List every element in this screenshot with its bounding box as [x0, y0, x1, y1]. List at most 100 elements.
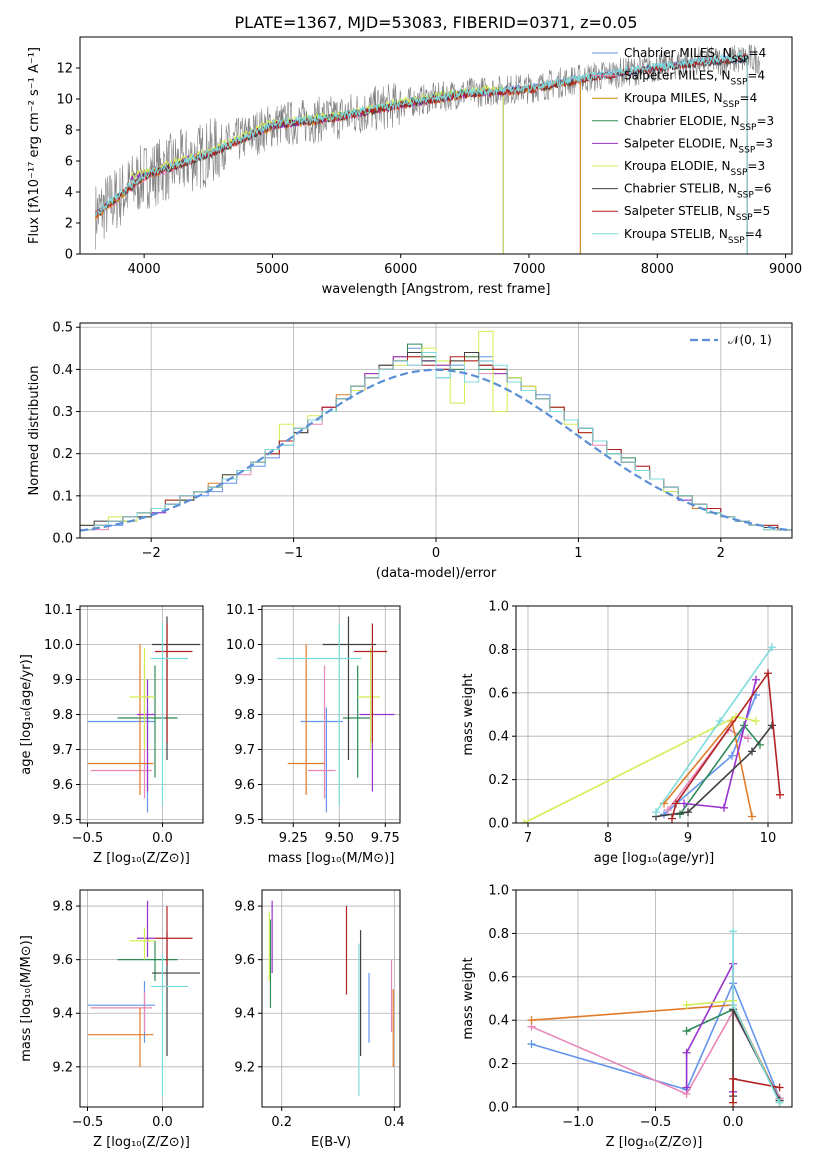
y-axis-label: mass weight — [461, 957, 476, 1039]
y-tick-label-5: 0.5 — [52, 321, 73, 336]
x-axis-label: wavelength [Angstrom, rest frame] — [322, 282, 551, 297]
y-tick-label-3: 6 — [65, 155, 73, 170]
x-tick-label-0: −2 — [142, 546, 161, 561]
point-7 — [155, 623, 193, 743]
legend-label-2: Kroupa MILES, NSSP=4 — [624, 91, 757, 110]
x-axis-label: Z [log₁₀(Z/Z⊙)] — [93, 851, 190, 866]
point-5 — [129, 927, 155, 960]
point-6 — [152, 932, 200, 1057]
y-axis-label: Normed distribution — [27, 366, 42, 496]
y-tick-label-1: 0.1 — [52, 489, 73, 504]
x-tick-label-1: 0.4 — [384, 1115, 405, 1130]
weight-marker-2-2 — [748, 812, 756, 821]
y-tick-label-4: 9.9 — [234, 673, 255, 688]
y-tick-label-3: 9.8 — [52, 708, 73, 723]
legend-label-4: Salpeter ELODIE, NSSP=3 — [624, 136, 773, 155]
axes-frame — [515, 605, 793, 824]
panel-mass-age: 9.25 9.50 9.75 9.5 9.6 9.7 9.8 9.9 10.0 10.1 mass … — [226, 603, 401, 866]
plot-area — [276, 616, 395, 813]
weight-marker-0-0 — [527, 1040, 536, 1049]
y-tick-label-1: 9.6 — [234, 778, 255, 793]
x-tick-label-2: 0.0 — [723, 1115, 744, 1130]
x-axis-label: (data-model)/error — [376, 566, 497, 581]
y-tick-label-6: 12 — [56, 62, 73, 77]
x-axis-label: Z [log₁₀(Z/Z⊙)] — [606, 1135, 703, 1150]
weight-line-8 — [732, 931, 781, 1104]
y-tick-label-4: 0.8 — [488, 643, 509, 658]
x-axis-label: mass [log₁₀(M/M⊙)] — [268, 851, 395, 866]
weight-marker-6-1 — [684, 808, 692, 817]
weight-marker-4-2 — [752, 675, 760, 684]
y-tick-label-3: 0.6 — [488, 970, 509, 985]
point-6 — [152, 616, 200, 760]
weight-marker-1-0 — [664, 805, 672, 814]
x-tick-label-1: 0.0 — [152, 1115, 173, 1130]
x-tick-label-1: 8 — [604, 831, 612, 846]
point-2 — [87, 644, 154, 795]
y-tick-label-1: 2 — [65, 217, 73, 232]
y-tick-label-0: 0 — [65, 248, 73, 263]
x-tick-label-3: 1 — [574, 546, 582, 561]
chart-title: PLATE=1367, MJD=53083, FIBERID=0371, z=0… — [234, 13, 637, 32]
weight-marker-5-2 — [752, 717, 760, 726]
y-tick-label-6: 10.1 — [226, 603, 255, 618]
point-3 — [342, 665, 371, 778]
point-5 — [129, 648, 155, 750]
x-tick-label-2: 0 — [432, 546, 440, 561]
weight-marker-5-0 — [520, 819, 528, 823]
point-2 — [87, 1007, 154, 1067]
x-tick-label-3: 7000 — [512, 262, 545, 277]
x-tick-label-0: 0.2 — [271, 1115, 292, 1130]
legend-normal-label: 𝒩(0, 1) — [728, 333, 772, 347]
y-tick-label-3: 9.8 — [234, 900, 255, 915]
plot-area — [94, 44, 761, 254]
x-tick-label-1: −1 — [284, 546, 303, 561]
y-axis-label: mass weight — [461, 673, 476, 755]
weight-marker-8-2 — [775, 1098, 784, 1107]
y-tick-label-2: 9.7 — [52, 743, 73, 758]
y-axis-label: mass [log₁₀(M/M⊙)] — [19, 935, 34, 1062]
weight-marker-4-0 — [682, 1083, 691, 1092]
y-tick-label-4: 8 — [65, 124, 73, 139]
axes-frame — [515, 889, 793, 1108]
axes-frame — [261, 889, 401, 1108]
point-8 — [276, 623, 362, 806]
weight-marker-7-0 — [729, 1098, 738, 1107]
y-axis-label: age [log₁₀(age/yr)] — [19, 654, 34, 775]
y-tick-label-1: 9.6 — [52, 778, 73, 793]
y-tick-label-5: 10 — [56, 93, 73, 108]
y-tick-label-5: 1.0 — [488, 600, 509, 615]
plot-area — [87, 900, 200, 1097]
y-tick-label-6: 10.1 — [44, 603, 73, 618]
legend-label-5: Kroupa ELODIE, NSSP=3 — [624, 159, 765, 178]
x-tick-label-1: 0.0 — [152, 831, 173, 846]
weight-marker-7-2 — [764, 669, 772, 678]
x-axis-label: age [log₁₀(age/yr)] — [594, 851, 715, 866]
y-tick-label-2: 0.2 — [52, 447, 73, 462]
point-8 — [150, 623, 188, 806]
x-axis-label: Z [log₁₀(Z/Z⊙)] — [93, 1135, 190, 1150]
weight-marker-0-1 — [728, 751, 736, 760]
weight-line-0 — [531, 981, 781, 1099]
weight-marker-4-1 — [682, 1048, 691, 1057]
plot-area — [80, 330, 792, 532]
legend-label-6: Chabrier STELIB, NSSP=6 — [624, 182, 772, 201]
y-tick-label-0: 0.0 — [488, 817, 509, 832]
y-tick-label-5: 10.0 — [226, 638, 255, 653]
y-tick-label-3: 9.8 — [234, 708, 255, 723]
y-tick-label-4: 0.8 — [488, 927, 509, 942]
point-0 — [300, 707, 343, 813]
weight-marker-8-1 — [729, 1001, 738, 1010]
panel-z-weights: −1.0 −0.5 0.0 0.0 0.2 0.4 0.6 0.8 1.0 Z [log₁₀(Z/… — [461, 884, 793, 1150]
weight-marker-7-1 — [672, 799, 680, 808]
weight-marker-4-1 — [720, 803, 728, 812]
y-tick-label-5: 10.0 — [44, 638, 73, 653]
y-tick-label-0: 0.0 — [52, 532, 73, 547]
x-tick-label-0: −0.5 — [72, 831, 104, 846]
panel-residuals: −2 −1 0 1 2 0.0 0.1 0.2 0.3 0.4 0.5 (data-model)/er… — [27, 321, 793, 581]
y-tick-label-4: 9.9 — [52, 673, 73, 688]
y-tick-label-1: 9.4 — [234, 1007, 255, 1022]
x-axis-label: E(B-V) — [311, 1135, 351, 1150]
weight-marker-3-0 — [682, 1027, 691, 1036]
